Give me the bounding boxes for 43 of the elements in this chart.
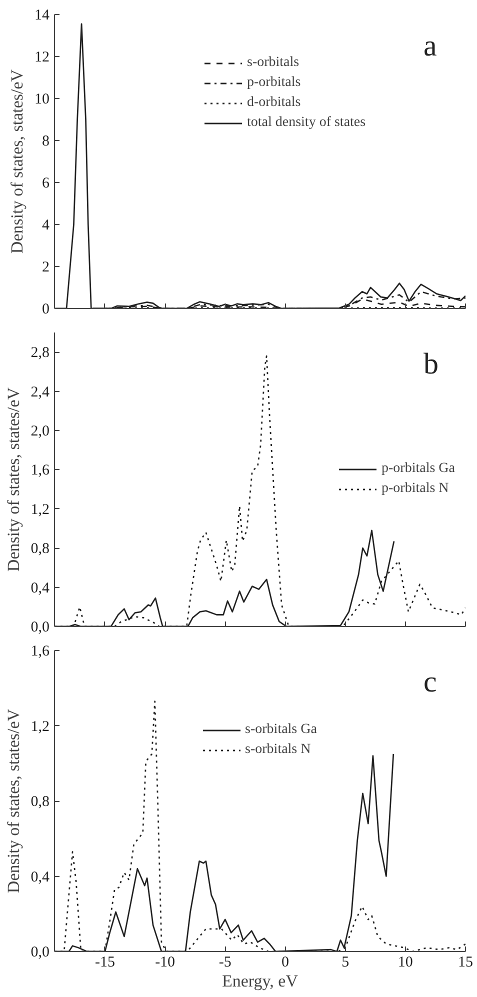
y-tick-label: 10 — [34, 92, 50, 108]
legend-label: p-orbitals Ga — [382, 461, 455, 477]
legend-label: s-orbitals Ga — [245, 722, 317, 738]
y-axis-title: Density of states, states/eV — [8, 68, 26, 254]
x-tick-label: 15 — [458, 954, 473, 970]
x-tick-label: 0 — [281, 954, 289, 970]
legend-label: p-orbitals N — [382, 481, 449, 497]
y-tick-label: 2,4 — [30, 384, 50, 400]
y-tick-label: 1,6 — [30, 462, 50, 479]
y-tick-label: 1,2 — [30, 502, 50, 518]
y-tick-label: 0,4 — [30, 580, 50, 596]
text: b — [424, 348, 438, 380]
x-tick-label: -5 — [218, 954, 232, 970]
y-tick-label: 0,8 — [30, 541, 50, 558]
y-axis-title: Density of states, states/eV — [4, 708, 23, 894]
y-tick-label: 6 — [42, 176, 50, 192]
legend-label: s-orbitals — [247, 55, 300, 71]
text: a — [424, 30, 437, 62]
y-tick-label: 1,6 — [30, 644, 50, 660]
text: c — [424, 666, 437, 698]
y-tick-label: 8 — [42, 134, 50, 150]
legend-label: d-orbitals — [247, 95, 301, 111]
y-tick-label: 1,2 — [30, 718, 50, 735]
y-tick-label: 2 — [42, 260, 50, 276]
y-tick-label: 14 — [34, 8, 50, 24]
x-tick-label: -10 — [155, 954, 176, 970]
y-tick-label: 0,0 — [30, 944, 50, 960]
y-tick-label: 0,0 — [30, 620, 50, 636]
x-axis-title: Energy, eV — [222, 972, 299, 990]
y-tick-label: 0,4 — [30, 869, 50, 886]
legend-label: s-orbitals N — [245, 742, 311, 758]
y-tick-label: 0,8 — [30, 794, 50, 810]
legend-label: total density of states — [247, 115, 366, 131]
y-axis-title: Density of states, states/eV — [4, 386, 23, 572]
y-tick-label: 12 — [34, 50, 50, 66]
x-tick-label: 5 — [342, 954, 350, 970]
y-tick-label: 4 — [42, 218, 50, 234]
y-tick-label: 2,0 — [30, 424, 50, 440]
y-tick-label: 2,8 — [30, 345, 50, 362]
y-tick-label: 0 — [42, 302, 50, 318]
x-tick-label: 10 — [398, 954, 413, 970]
x-tick-label: -15 — [94, 954, 115, 970]
legend-label: p-orbitals — [247, 75, 301, 91]
